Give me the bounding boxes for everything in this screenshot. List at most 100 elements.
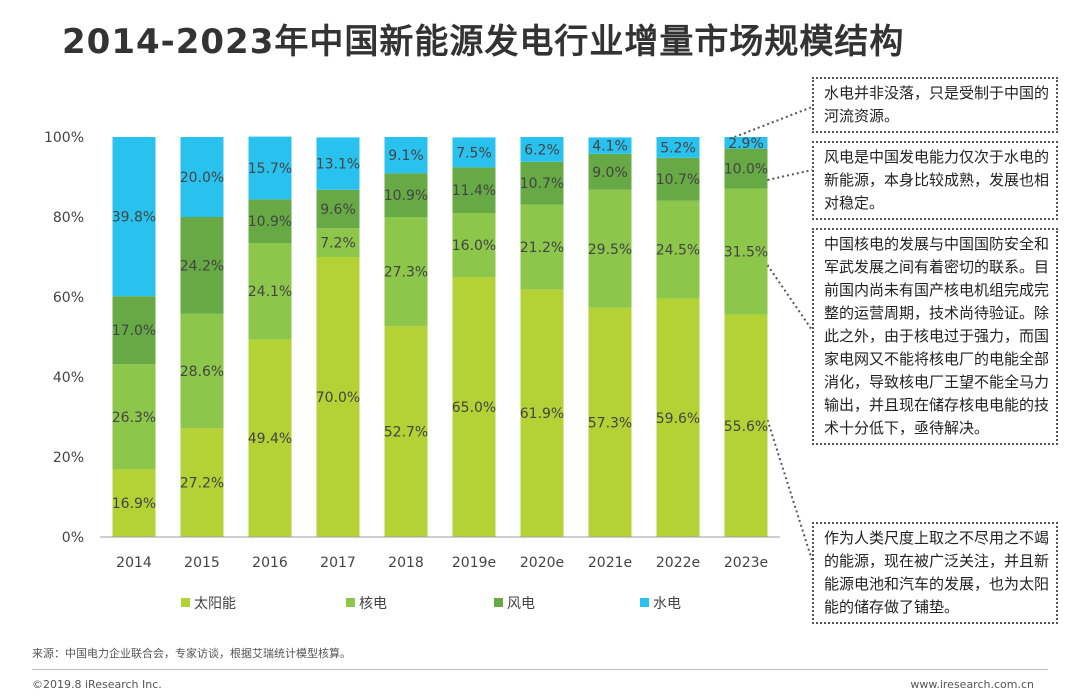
bar-segment — [520, 204, 564, 290]
bar-segment — [656, 137, 700, 158]
x-tick-label: 2020e — [520, 555, 564, 571]
data-label: 55.6% — [724, 419, 768, 435]
data-label: 2.9% — [728, 136, 764, 152]
footer-divider — [32, 669, 1048, 670]
x-tick-label: 2014 — [116, 555, 152, 571]
data-label: 10.9% — [384, 188, 428, 204]
y-tick-label: 20% — [53, 450, 84, 466]
data-label: 4.1% — [592, 139, 628, 155]
data-label: 9.6% — [320, 202, 356, 218]
bar-segment — [588, 137, 632, 154]
bar-segment — [248, 339, 292, 537]
data-label: 24.2% — [180, 258, 224, 274]
data-label: 39.8% — [112, 210, 156, 226]
data-label: 21.2% — [520, 240, 564, 256]
data-label: 70.0% — [316, 390, 360, 406]
bar-segment — [180, 217, 224, 314]
note-connector — [766, 264, 813, 331]
data-label: 59.6% — [656, 411, 700, 427]
bar-segment — [588, 189, 632, 308]
data-label: 9.1% — [388, 148, 424, 164]
legend-swatch — [640, 598, 649, 607]
bar-segment — [180, 428, 224, 537]
legend-swatch — [181, 598, 190, 607]
chart-title: 2014-2023年中国新能源发电行业增量市场规模结构 — [62, 22, 905, 62]
data-label: 11.4% — [452, 183, 496, 199]
bar-segment — [724, 314, 768, 537]
y-tick-label: 100% — [44, 130, 84, 146]
data-label: 27.2% — [180, 476, 224, 492]
data-label: 26.3% — [112, 410, 156, 426]
data-label: 24.1% — [248, 284, 292, 300]
data-label: 65.0% — [452, 400, 496, 416]
note-solar: 作为人类尺度上取之不尽用之不竭的能源，现在被广泛关注，并且新能源电池和汽车的发展… — [812, 522, 1058, 624]
bar-segment — [656, 157, 700, 201]
bar-segment — [316, 137, 360, 190]
data-label: 31.5% — [724, 245, 768, 261]
data-label: 27.3% — [384, 265, 428, 281]
note-wind: 风电是中国发电能力仅次于水电的新能源，本身比较成熟，发展也相对稳定。 — [812, 141, 1058, 220]
bar-segment — [112, 137, 156, 297]
data-label: 10.9% — [248, 214, 292, 230]
y-tick-label: 0% — [62, 530, 84, 546]
bars: 16.9% 26.3% 17.0% 39.8% 27.2% 28.6% 24.2% 20.0%… — [112, 136, 768, 537]
bar-segment — [316, 257, 360, 537]
bar-segment — [520, 161, 564, 205]
legend-label: 风电 — [507, 596, 535, 612]
bar-segment — [452, 213, 496, 277]
data-label: 16.9% — [112, 496, 156, 512]
legend-swatch — [346, 598, 355, 607]
source-note: 来源：中国电力企业联合会，专家访谈，根据艾瑞统计模型核算。 — [32, 647, 351, 660]
bar-segment — [724, 137, 768, 149]
bar-segment — [180, 137, 224, 217]
data-label: 29.5% — [588, 242, 632, 258]
data-label: 61.9% — [520, 406, 564, 422]
bar-segment — [248, 136, 292, 200]
legend: 太阳能 核电 风电 水电 — [181, 596, 681, 612]
x-tick-label: 2023e — [724, 555, 768, 571]
data-label: 24.5% — [656, 243, 700, 259]
bar-segment — [724, 188, 768, 315]
x-tick-label: 2015 — [184, 555, 220, 571]
stacked-bar-chart: 0% 20% 40% 60% 80% 100% 16.9% 26.3% 17.0% 39.8% 2… — [44, 106, 813, 612]
legend-label: 太阳能 — [194, 596, 236, 612]
y-tick-label: 60% — [53, 290, 84, 306]
note-connectors — [734, 106, 813, 561]
data-label: 49.4% — [248, 431, 292, 447]
data-label: 7.2% — [320, 236, 356, 252]
data-label: 57.3% — [588, 415, 632, 431]
note-connector — [766, 419, 813, 561]
bar-segment — [384, 217, 428, 327]
data-label: 5.2% — [660, 140, 696, 156]
bar-segment — [656, 200, 700, 299]
bar-segment — [724, 148, 768, 189]
bar-segment — [656, 298, 700, 537]
data-label: 10.0% — [724, 162, 768, 178]
x-tick-label: 2019e — [452, 555, 496, 571]
bar-segment — [588, 153, 632, 190]
x-tick-label: 2018 — [388, 555, 424, 571]
data-label: 15.7% — [248, 161, 292, 177]
data-label: 20.0% — [180, 170, 224, 186]
data-label: 17.0% — [112, 323, 156, 339]
note-hydro: 水电并非没落，只是受制于中国的河流资源。 — [812, 77, 1058, 133]
website: www.iresearch.com.cn — [910, 678, 1034, 691]
bar-segment — [588, 307, 632, 537]
data-label: 16.0% — [452, 238, 496, 254]
bar-segment — [248, 243, 292, 340]
note-nuclear: 中国核电的发展与中国国防安全和军武发展之间有着密切的联系。目前国内尚未有国产核电… — [812, 228, 1058, 445]
bar-segment — [112, 364, 156, 470]
data-label: 10.7% — [656, 172, 700, 188]
bar-segment — [520, 289, 564, 537]
legend-label: 水电 — [653, 596, 681, 612]
bar-segment — [112, 469, 156, 537]
x-axis: 2014 2015 2016 2017 2018 2019e 2020e 2021e 2022e… — [100, 536, 780, 571]
x-tick-label: 2016 — [252, 555, 288, 571]
bar-segment — [180, 313, 224, 429]
note-connector — [734, 106, 813, 138]
x-tick-label: 2021e — [588, 555, 632, 571]
data-label: 28.6% — [180, 364, 224, 380]
data-label: 10.7% — [520, 176, 564, 192]
note-connector — [767, 169, 813, 181]
bar-segment — [248, 199, 292, 243]
